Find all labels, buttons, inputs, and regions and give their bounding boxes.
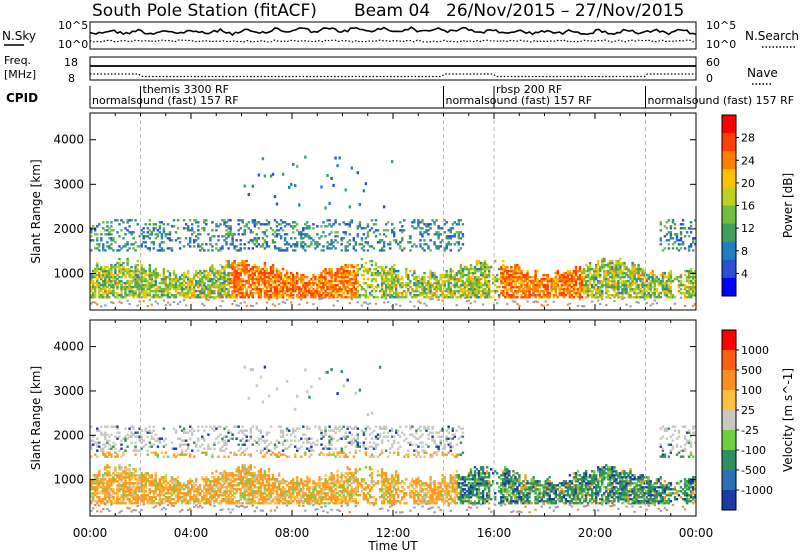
power-panel: 1000 2000 3000 4000 Slant Range [km] (29, 112, 697, 311)
nsky-tick-high: 10^5 (58, 19, 88, 32)
time-axis: 00:00 04:00 08:00 12:00 16:00 20:00 00:00 (73, 526, 714, 540)
freq-unit: [MHz] (4, 68, 36, 81)
cpid-segment-label: normalsound (fast) 157 RF (446, 94, 593, 107)
velocity-panel: 1000 2000 3000 4000 Slant Range [km] (29, 319, 697, 517)
colorbar-swatch (722, 330, 736, 351)
data-cells (90, 155, 697, 308)
colorbar-tick-label: -25 (741, 424, 759, 437)
colorbar-tick-label: 12 (741, 222, 755, 235)
colorbar-tick-label: -100 (741, 444, 766, 457)
y-tick-label: 3000 (53, 384, 84, 398)
velocity-colorbar: 1000 500 100 25 -25 -100 -500 -1000 Velocity [m … (721, 329, 795, 511)
colorbar-tick-label: 24 (741, 154, 755, 167)
x-tick-label: 20:00 (578, 526, 613, 540)
x-tick-label: 00:00 (679, 526, 714, 540)
beam-label: Beam 04 (354, 1, 430, 21)
colorbar-swatch (722, 169, 736, 188)
colorbar-swatch (722, 133, 736, 152)
date-range: 26/Nov/2015 – 27/Nov/2015 (446, 1, 684, 21)
colorbar-tick-label: 4 (741, 267, 748, 280)
y-tick-label: 1000 (53, 266, 84, 280)
colorbar-swatch (722, 390, 736, 411)
colorbar-tick-label: 500 (741, 364, 762, 377)
colorbar-tick-label: -500 (741, 464, 766, 477)
x-tick-label: 04:00 (174, 526, 209, 540)
freq-tick-high: 18 (64, 56, 78, 69)
nsky-tick-low: 10^0 (58, 38, 88, 51)
cpid-segment-label: rbsp 200 RF (496, 83, 562, 96)
colorbar-swatch (722, 259, 736, 279)
colorbar-swatch (722, 470, 736, 491)
colorbar-swatch (722, 115, 736, 134)
colorbar-title: Power [dB] (781, 173, 795, 238)
colorbar-swatch (722, 370, 736, 391)
nsearch-tick-high: 10^5 (706, 19, 736, 32)
colorbar-swatch (722, 241, 736, 261)
colorbar-tick-label: 16 (741, 200, 755, 213)
nave-tick-high: 60 (706, 56, 720, 69)
nave-series (90, 73, 696, 78)
nsky-series (89, 26, 697, 37)
colorbar-swatch (722, 410, 736, 431)
power-colorbar: 4 8 12 16 20 24 28 Power [dB] (721, 114, 795, 297)
x-tick-label: 12:00 (376, 526, 411, 540)
nsearch-series (89, 39, 697, 43)
colorbar-swatch (722, 277, 736, 297)
nsky-label: N.Sky (2, 29, 36, 43)
y-axis-title: Slant Range [km] (29, 159, 43, 263)
freq-tick-low: 8 (68, 72, 75, 85)
colorbar-title: Velocity [m s^-1] (781, 368, 795, 472)
colorbar-tick-label: 28 (741, 132, 755, 145)
y-tick-label: 4000 (53, 133, 84, 147)
colorbar-swatch (722, 187, 736, 206)
cpid-segment-label: normalsound (fast) 157 RF (92, 94, 239, 107)
colorbar-tick-label: 100 (741, 384, 762, 397)
colorbar-swatch (722, 430, 736, 451)
nave-tick-low: 0 (706, 72, 713, 85)
freq-panel: Freq. [MHz] 18 8 60 0 Nave (4, 54, 778, 85)
nsearch-tick-low: 10^0 (706, 38, 736, 51)
y-tick-label: 2000 (53, 222, 84, 236)
colorbar-tick-label: 25 (741, 404, 755, 417)
colorbar-swatch (722, 350, 736, 371)
freq-label: Freq. (4, 54, 31, 67)
y-tick-label: 2000 (53, 428, 84, 442)
colorbar-tick-label: 8 (741, 245, 748, 258)
cpid-segment-label: themis 3300 RF (143, 83, 230, 96)
colorbar-swatch (722, 450, 736, 471)
noise-panel: N.Sky 10^5 10^0 10^5 10^0 N.Search (2, 19, 799, 51)
cpid-label: CPID (6, 91, 38, 105)
colorbar-tick-label: -1000 (741, 484, 773, 497)
colorbar-swatch (722, 205, 736, 225)
colorbar-tick-label: 20 (741, 177, 755, 190)
y-tick-label: 1000 (53, 473, 84, 487)
y-axis-title: Slant Range [km] (29, 366, 43, 470)
x-tick-label: 08:00 (275, 526, 310, 540)
y-tick-label: 3000 (53, 177, 84, 191)
nsearch-label: N.Search (745, 29, 799, 43)
cpid-segment-label: normalsound (fast) 157 RF (648, 94, 795, 107)
nave-label: Nave (747, 66, 778, 80)
station-title: South Pole Station (fitACF) (92, 1, 317, 21)
x-tick-label: 16:00 (477, 526, 512, 540)
x-axis-title: Time UT (367, 539, 418, 553)
x-tick-label: 00:00 (73, 526, 108, 540)
colorbar-swatch (722, 151, 736, 170)
colorbar-swatch (722, 490, 736, 511)
y-tick-label: 4000 (53, 340, 84, 354)
data-cells (90, 365, 697, 514)
colorbar-tick-label: 1000 (741, 344, 769, 357)
colorbar-swatch (722, 223, 736, 243)
